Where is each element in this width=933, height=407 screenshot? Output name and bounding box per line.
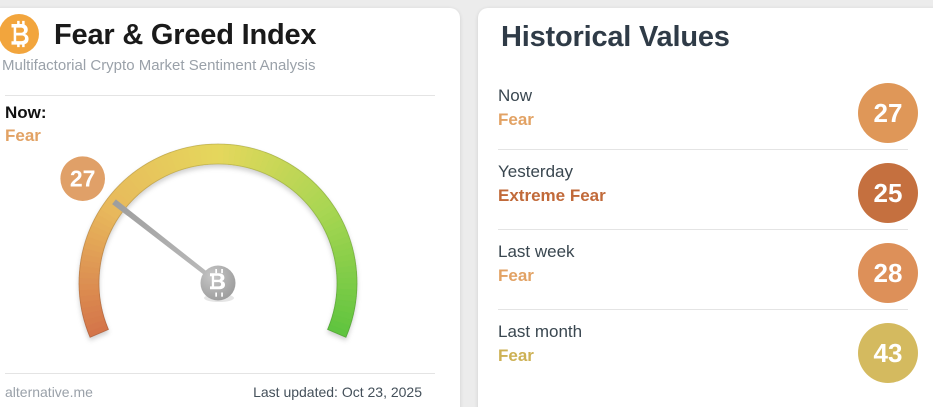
svg-text:27: 27 xyxy=(70,166,96,192)
